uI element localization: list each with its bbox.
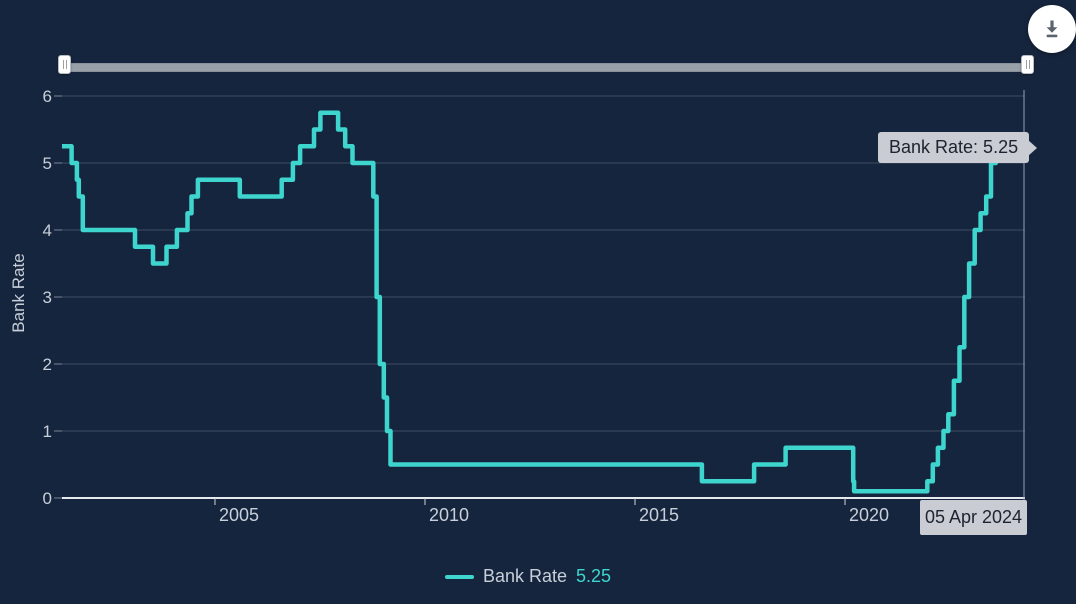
y-axis-label-6: 6	[43, 87, 52, 106]
legend-series-label: Bank Rate	[482, 566, 567, 586]
x-axis-label-2020: 2020	[849, 505, 889, 525]
x-axis-label-2015: 2015	[639, 505, 679, 525]
y-axis-label-5: 5	[43, 154, 52, 173]
y-axis-label-3: 3	[43, 288, 52, 307]
legend-series-value: 5.25	[576, 566, 612, 586]
bank-rate-line[interactable]	[62, 110, 1024, 494]
date-tooltip: 05 Apr 2024	[920, 500, 1027, 535]
date-tooltip-text: 05 Apr 2024	[924, 507, 1023, 527]
y-axis-label-0: 0	[43, 489, 52, 508]
tooltip-text: Bank Rate: 5.25	[889, 137, 1019, 157]
legend-line-swatch	[444, 574, 474, 579]
y-axis-label-2: 2	[43, 355, 52, 374]
x-axis-label-2010: 2010	[429, 505, 469, 525]
download-icon	[1046, 20, 1058, 38]
y-axis-title: Bank Rate	[9, 253, 28, 332]
legend: Bank Rate 5.25	[0, 566, 1056, 587]
y-axis-label-4: 4	[43, 221, 52, 240]
y-axis-label-1: 1	[43, 422, 52, 441]
x-axis-label-2005: 2005	[219, 505, 259, 525]
legend-item-bank-rate[interactable]: Bank Rate 5.25	[444, 566, 612, 587]
tooltip-arrow	[1028, 139, 1038, 156]
download-button[interactable]	[1028, 5, 1076, 53]
date-range-slider-handle-min[interactable]	[58, 55, 71, 74]
tooltip: Bank Rate: 5.25	[878, 132, 1038, 163]
date-range-slider-handle-max[interactable]	[1021, 55, 1034, 74]
